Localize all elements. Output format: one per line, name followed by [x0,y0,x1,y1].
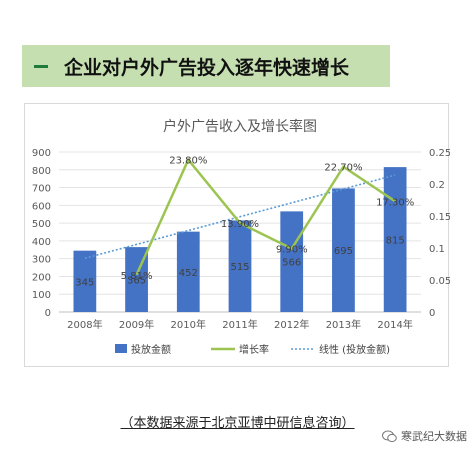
y-left-tick-label: 900 [32,148,51,159]
y-left-tick-label: 800 [32,166,51,177]
y-left-tick-label: 600 [32,201,51,212]
bar-value-label: 695 [334,246,353,257]
growth-rate-label: 9.90% [276,245,308,256]
trendline [84,174,396,260]
bar [228,220,252,312]
bar [280,211,304,312]
y-left-tick-label: 300 [32,255,51,266]
chart-title: 户外广告收入及增长率图 [163,118,317,135]
wechat-icon [382,430,397,442]
legend-swatch-bar [115,344,127,353]
legend-label: 增长率 [239,343,269,356]
bar-value-label: 365 [127,276,146,287]
y-right-tick-label: 0.1 [429,244,445,255]
bar-value-label: 815 [386,236,405,247]
growth-rate-label: 23.80% [169,156,207,167]
y-left-tick-label: 400 [32,237,51,248]
growth-rate-line [135,157,396,276]
y-right-tick-label: 0.25 [429,148,450,159]
y-right-tick-label: 0 [429,308,435,319]
x-tick-label: 2014年 [377,318,412,331]
x-tick-label: 2012年 [274,318,309,331]
bar-value-label: 566 [282,258,301,269]
x-tick-label: 2008年 [67,318,102,331]
x-tick-label: 2009年 [119,318,154,331]
bar-value-label: 345 [75,277,94,288]
chart: 户外广告收入及增长率图 0 100 200 300 400 500 600 700 800 900 0… [32,118,450,356]
bar-value-label: 452 [179,268,198,279]
bar [383,167,407,312]
watermark-text: 寒武纪大数据 [401,430,467,443]
growth-rate-label: 22.70% [324,163,362,174]
growth-rate-label: 17.30% [376,197,414,208]
y-left-tick-label: 500 [32,219,51,230]
y-right-tick-label: 0.2 [429,180,445,191]
x-tick-label: 2011年 [222,318,257,331]
legend-label: 投放金额 [131,343,171,356]
bar [176,231,200,312]
bar-value-label: 515 [230,262,249,273]
y-right-tick-label: 0.15 [429,212,450,223]
bar [332,188,355,312]
chart-frame: 户外广告收入及增长率图 0 100 200 300 400 500 600 700 800 900 0… [24,103,450,367]
legend-label: 线性 (投放金额) [319,343,390,356]
growth-rate-label: 13.90% [221,219,259,230]
y-left-tick-label: 200 [32,272,51,283]
x-tick-label: 2013年 [326,318,361,331]
y-right-tick-label: 0.05 [429,276,450,287]
y-left-tick-label: 100 [32,290,51,301]
y-left-tick-label: 0 [45,308,51,319]
title-banner: 企业对户外广告投入逐年快速增长 [22,45,390,87]
bar [73,250,97,312]
x-tick-label: 2010年 [171,318,206,331]
y-left-tick-label: 700 [32,184,51,195]
banner-dash [34,64,48,68]
growth-rate-label: 5.81% [121,271,153,282]
watermark: 寒武纪大数据 [382,428,467,444]
page-title: 企业对户外广告投入逐年快速增长 [64,56,350,79]
source-note: （本数据来源于北京亚博中研信息咨询） [120,416,355,431]
